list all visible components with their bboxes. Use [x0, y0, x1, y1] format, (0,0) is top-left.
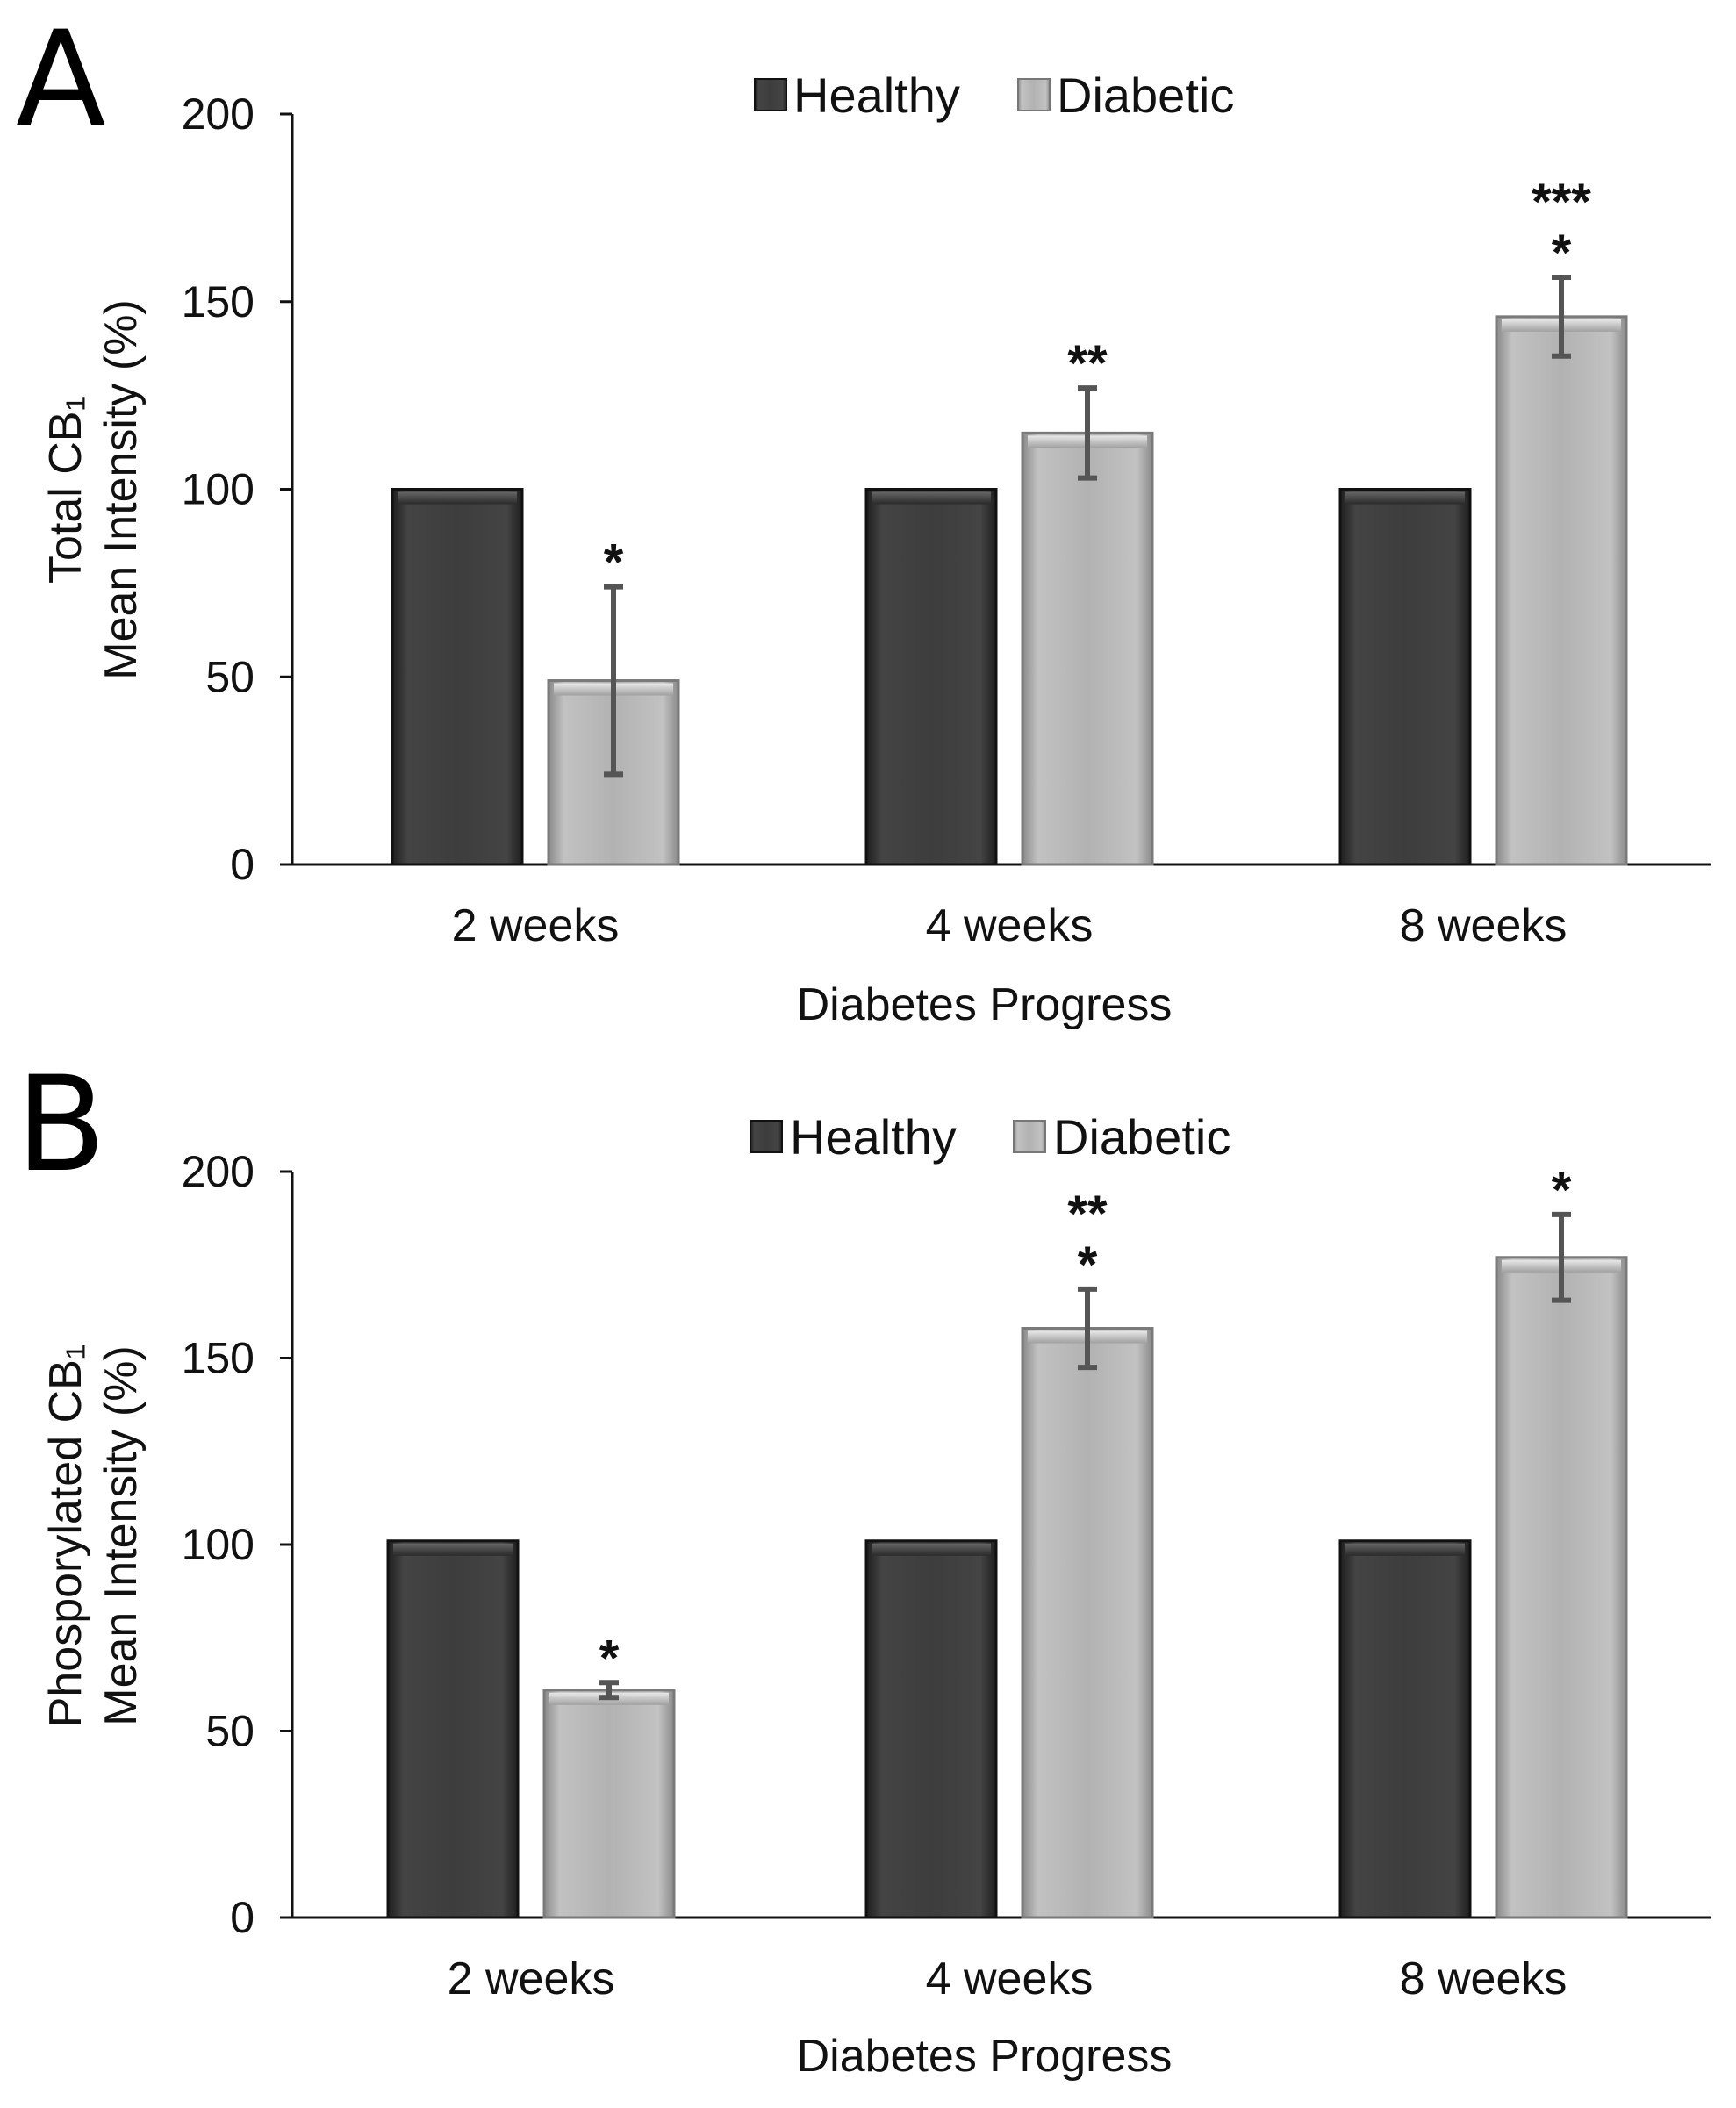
legend-swatch — [750, 1120, 783, 1153]
y-tick-label: 0 — [230, 1893, 255, 1942]
y-axis-title-line: Mean Intensity (%) — [96, 1345, 147, 1726]
bar-diabetic — [1021, 431, 1154, 866]
x-axis-title: Diabetes Progress — [797, 979, 1173, 1030]
bar-diabetic — [1021, 1327, 1154, 1919]
bar-healthy — [1338, 1539, 1472, 1919]
bar-healthy-bevel — [1345, 491, 1465, 505]
y-tick-label: 0 — [230, 840, 255, 889]
category-label: 8 weeks — [1400, 900, 1567, 951]
legend-swatch — [754, 78, 787, 111]
bar-healthy — [1338, 488, 1472, 866]
y-axis-title-line: Phosporylated CB₁ — [40, 1344, 91, 1728]
bar-healthy — [864, 1539, 998, 1919]
legend-swatch — [1013, 1120, 1046, 1153]
panel-b-chart: B 0 50 100 150 200 Phosporylated CB₁ Mean Inten… — [16, 1049, 1711, 2082]
bar-healthy-bevel — [398, 491, 517, 505]
y-axis-title-line: Mean Intensity (%) — [96, 299, 147, 680]
significance-marker: ** — [1067, 335, 1108, 392]
panel-a-chart: A 0 50 100 150 200 Total CB₁ Mean Intensity (%)… — [16, 4, 1711, 1030]
bar-diabetic — [1495, 315, 1628, 866]
y-tick-label: 100 — [182, 465, 255, 514]
y-tick-label: 150 — [182, 1334, 255, 1383]
category-label: 2 weeks — [448, 1954, 615, 2004]
y-tick-label: 100 — [182, 1520, 255, 1569]
significance-marker: * — [1552, 225, 1572, 282]
category-label: 4 weeks — [926, 1954, 1094, 2004]
significance-marker: * — [1552, 1162, 1572, 1219]
legend-swatch — [1017, 78, 1051, 111]
bar-healthy-bevel — [393, 1543, 513, 1556]
y-tick-label: 50 — [205, 1707, 255, 1756]
bar-healthy-bevel — [872, 491, 991, 505]
category-label: 8 weeks — [1400, 1954, 1567, 2004]
legend-label: Diabetic — [1053, 1109, 1230, 1165]
significance-marker: ** — [1067, 1186, 1108, 1243]
legend-label: Healthy — [793, 68, 960, 123]
y-tick-label: 200 — [182, 1147, 255, 1196]
panel-letter: B — [16, 1049, 106, 1201]
significance-marker: * — [604, 534, 624, 592]
bar-healthy-bevel — [1345, 1543, 1465, 1556]
y-axis-title-line: Total CB₁ — [40, 396, 91, 584]
bar-healthy-bevel — [872, 1543, 991, 1556]
category-label: 4 weeks — [926, 900, 1094, 951]
bar-healthy — [386, 1539, 520, 1919]
bar-healthy — [391, 488, 524, 866]
legend-label: Healthy — [790, 1109, 957, 1165]
significance-marker: *** — [1532, 174, 1591, 231]
y-tick-label: 50 — [205, 652, 255, 701]
panel-letter: A — [16, 4, 106, 156]
y-tick-label: 150 — [182, 277, 255, 326]
legend-label: Diabetic — [1057, 68, 1234, 123]
bar-healthy — [864, 488, 998, 866]
significance-marker: * — [1078, 1237, 1098, 1294]
significance-marker: * — [599, 1630, 620, 1687]
category-label: 2 weeks — [452, 900, 620, 951]
bar-diabetic — [1495, 1256, 1628, 1919]
bar-diabetic — [542, 1689, 676, 1919]
x-axis-title: Diabetes Progress — [797, 2031, 1173, 2082]
y-tick-label: 200 — [182, 90, 255, 139]
